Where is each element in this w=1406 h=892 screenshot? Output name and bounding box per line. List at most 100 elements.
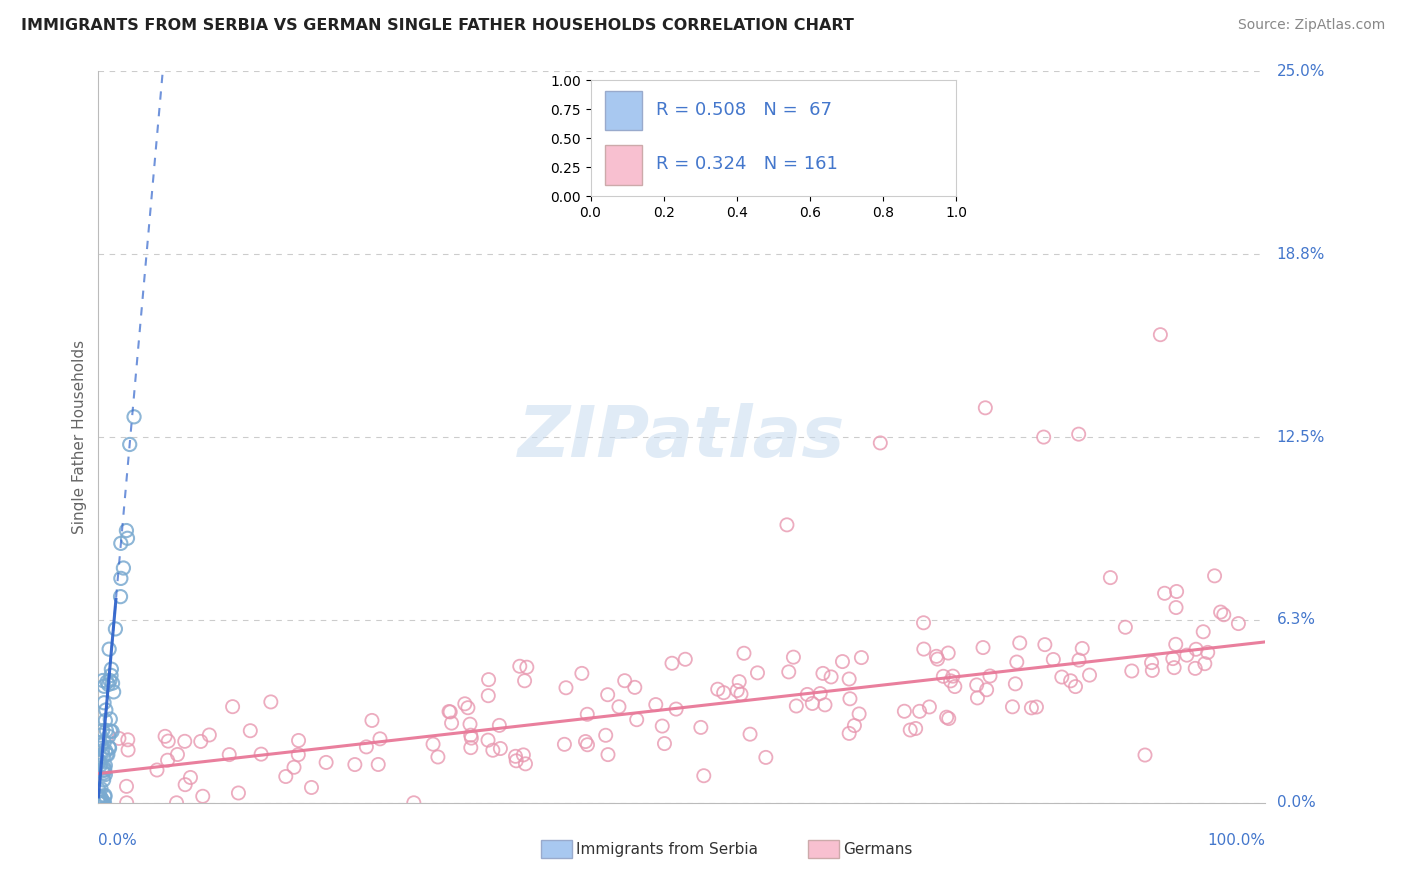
Point bbox=[595, 728, 617, 742]
Point bbox=[315, 756, 337, 770]
Point bbox=[117, 531, 139, 545]
Point bbox=[460, 740, 482, 755]
Point bbox=[738, 727, 761, 741]
Point bbox=[356, 739, 378, 754]
Point bbox=[1059, 673, 1081, 688]
Point bbox=[90, 728, 112, 742]
Point bbox=[851, 650, 873, 665]
Point bbox=[100, 724, 122, 739]
Point bbox=[1140, 656, 1163, 670]
Point bbox=[1164, 637, 1187, 651]
Text: Immigrants from Serbia: Immigrants from Serbia bbox=[576, 842, 758, 856]
Point bbox=[402, 796, 425, 810]
Point bbox=[283, 760, 305, 774]
Point bbox=[607, 699, 630, 714]
Point bbox=[651, 719, 673, 733]
Point bbox=[1121, 664, 1143, 678]
Point bbox=[1078, 668, 1101, 682]
Point bbox=[939, 673, 962, 688]
Point bbox=[477, 733, 499, 747]
Point bbox=[122, 409, 145, 424]
Point bbox=[118, 437, 141, 451]
Text: 6.3%: 6.3% bbox=[1277, 613, 1316, 627]
Point bbox=[101, 676, 124, 690]
Point bbox=[713, 686, 735, 700]
Point bbox=[516, 660, 538, 674]
Point bbox=[943, 680, 966, 694]
Point bbox=[90, 796, 112, 810]
Point bbox=[110, 536, 132, 550]
Point bbox=[974, 401, 997, 415]
Point bbox=[515, 756, 537, 771]
Point bbox=[94, 789, 117, 804]
Point bbox=[785, 698, 807, 713]
Point bbox=[97, 677, 120, 691]
Point bbox=[274, 770, 297, 784]
Point bbox=[198, 728, 221, 742]
Point bbox=[966, 690, 988, 705]
Point bbox=[1175, 648, 1198, 662]
Point bbox=[808, 687, 831, 701]
Point bbox=[918, 700, 941, 714]
Point bbox=[87, 753, 110, 767]
Point bbox=[489, 741, 512, 756]
Point bbox=[747, 665, 769, 680]
Point bbox=[93, 763, 115, 777]
Point bbox=[87, 782, 110, 797]
Point bbox=[93, 735, 115, 749]
Text: 0.0%: 0.0% bbox=[98, 833, 138, 848]
Point bbox=[482, 743, 505, 757]
Point bbox=[91, 673, 114, 688]
Point bbox=[89, 789, 111, 804]
Point bbox=[626, 713, 648, 727]
Point bbox=[801, 697, 824, 711]
Point bbox=[654, 737, 676, 751]
Point bbox=[460, 731, 482, 745]
Point bbox=[1212, 607, 1234, 622]
Point bbox=[89, 755, 111, 769]
Point bbox=[596, 688, 619, 702]
Point bbox=[218, 747, 240, 762]
Point bbox=[596, 747, 619, 762]
Point bbox=[513, 673, 536, 688]
Point bbox=[90, 796, 112, 810]
Point bbox=[112, 561, 135, 575]
Point bbox=[422, 737, 444, 751]
Point bbox=[571, 666, 593, 681]
Point bbox=[928, 108, 950, 122]
Point bbox=[898, 723, 921, 737]
Point bbox=[733, 646, 755, 660]
Point bbox=[478, 673, 501, 687]
Point bbox=[94, 758, 117, 772]
Point bbox=[101, 724, 124, 739]
Point bbox=[90, 790, 112, 805]
Point bbox=[454, 697, 477, 711]
Point bbox=[1227, 616, 1250, 631]
Point bbox=[93, 772, 115, 787]
Text: Germans: Germans bbox=[844, 842, 912, 856]
Point bbox=[93, 796, 115, 810]
Point bbox=[869, 436, 891, 450]
Point bbox=[1071, 641, 1094, 656]
Text: 0.0%: 0.0% bbox=[1277, 796, 1315, 810]
Point bbox=[367, 757, 389, 772]
Point bbox=[89, 735, 111, 749]
Point bbox=[1197, 645, 1219, 659]
Point bbox=[972, 640, 994, 655]
Y-axis label: Single Father Households: Single Father Households bbox=[72, 340, 87, 534]
Point bbox=[576, 738, 599, 752]
Point bbox=[1032, 430, 1054, 444]
Point bbox=[728, 674, 751, 689]
Point bbox=[260, 695, 283, 709]
Point bbox=[87, 796, 110, 810]
Point bbox=[831, 655, 853, 669]
Point bbox=[100, 662, 122, 676]
Point bbox=[811, 666, 834, 681]
Point bbox=[725, 683, 748, 698]
Point bbox=[776, 517, 799, 532]
Point bbox=[117, 743, 139, 757]
Point bbox=[287, 733, 309, 747]
Point bbox=[90, 796, 112, 810]
Point bbox=[755, 750, 778, 764]
Point bbox=[97, 729, 120, 743]
